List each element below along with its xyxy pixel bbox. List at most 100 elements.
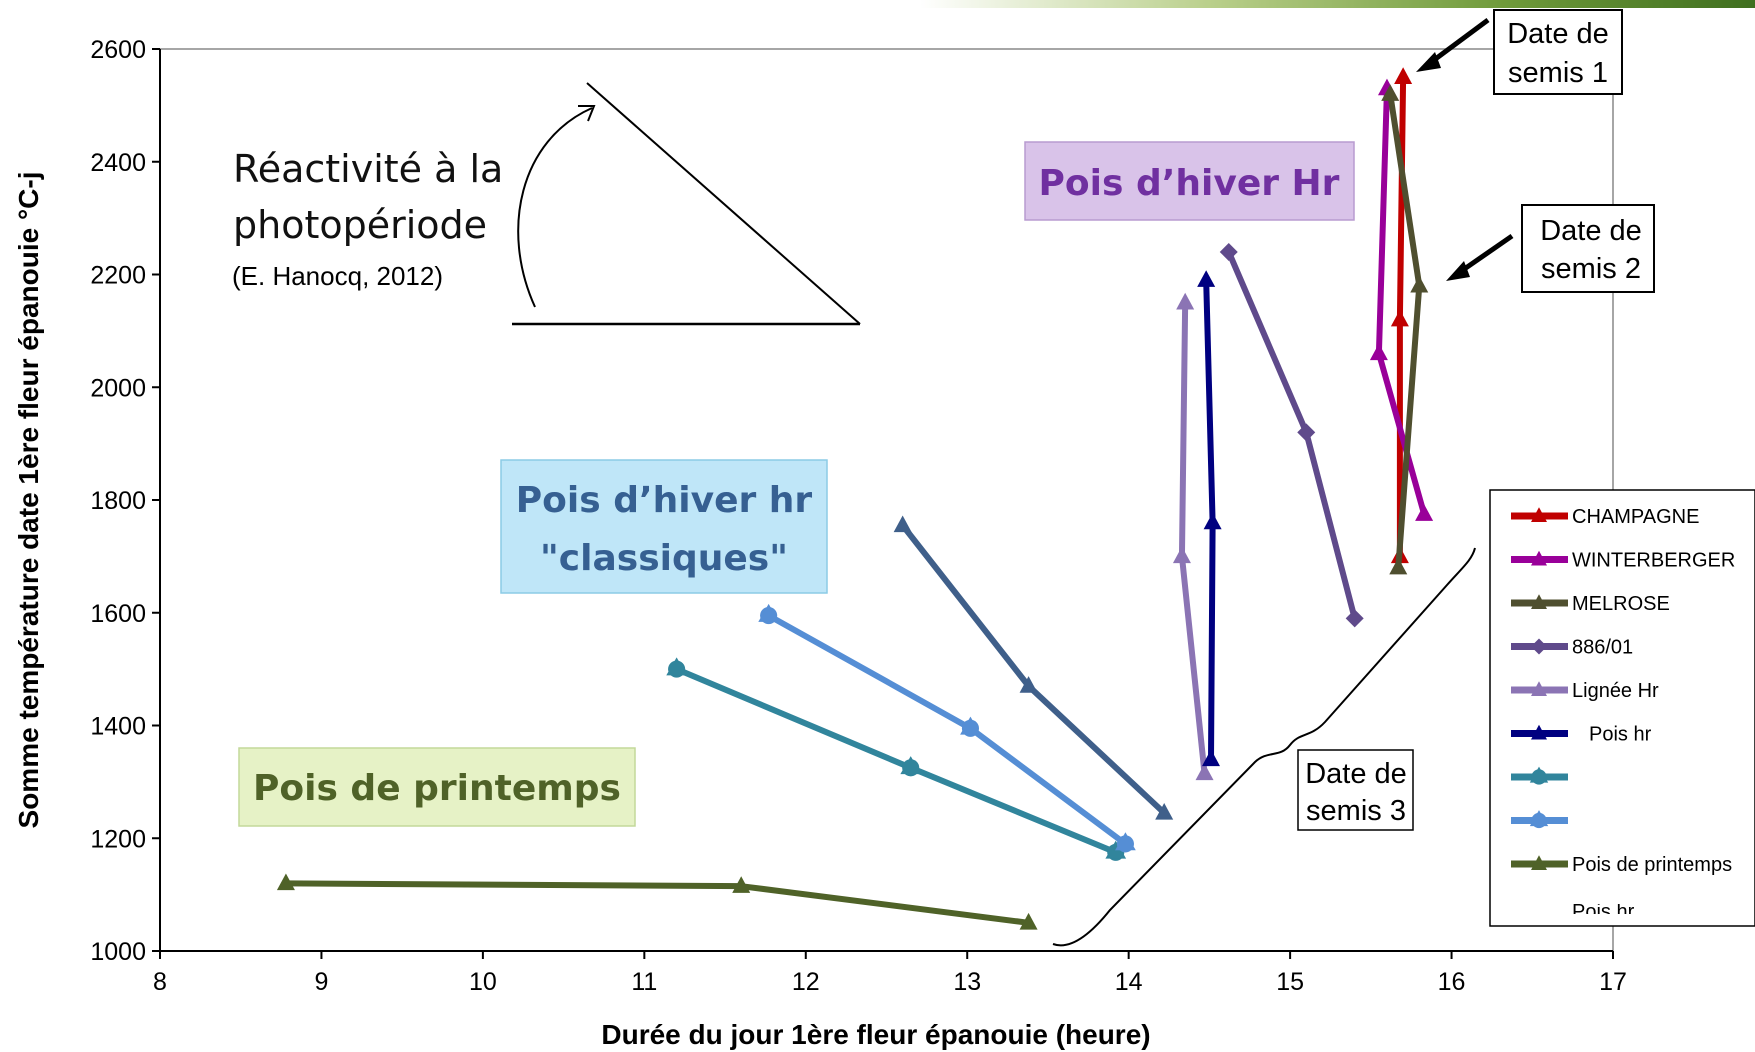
sowing-date-2: Date de semis 2 bbox=[1446, 204, 1655, 293]
data-point bbox=[276, 873, 295, 891]
data-point bbox=[732, 876, 751, 893]
legend-entry: WINTERBERGER bbox=[1511, 550, 1735, 572]
classic-label-line-1: Pois d’hiver hr bbox=[516, 480, 813, 521]
data-point bbox=[1531, 638, 1547, 655]
legend-label: MELROSE bbox=[1572, 593, 1670, 615]
data-point bbox=[1019, 676, 1038, 693]
series-4 bbox=[1172, 292, 1214, 781]
data-point bbox=[1531, 594, 1547, 609]
legend-entry: Lignée Hr bbox=[1511, 680, 1659, 702]
curved-arrow bbox=[517, 107, 593, 308]
data-point bbox=[1531, 724, 1547, 740]
y-tick-label: 1200 bbox=[90, 825, 146, 853]
curved-arrow-head bbox=[578, 105, 596, 122]
series-7 bbox=[758, 603, 1136, 853]
legend-entry: 886/01 bbox=[1511, 637, 1633, 659]
reactivity-annotation: Réactivité à la photopériode (E. Hanocq,… bbox=[232, 82, 861, 326]
classic-label-line-2: "classiques" bbox=[540, 538, 788, 579]
y-tick-label: 2000 bbox=[90, 374, 146, 402]
data-point-triangle bbox=[758, 603, 779, 622]
legend-label: Pois hr bbox=[1589, 724, 1652, 746]
data-point bbox=[1394, 67, 1413, 84]
x-tick-label: 13 bbox=[953, 968, 981, 996]
data-point-triangle bbox=[666, 657, 687, 676]
x-tick-label: 8 bbox=[153, 968, 167, 996]
data-point bbox=[1345, 609, 1364, 628]
triangle-hypotenuse bbox=[586, 82, 861, 325]
data-point bbox=[1381, 84, 1400, 101]
y-tick-label: 1800 bbox=[90, 487, 146, 515]
sowing-date-2-line-2: semis 2 bbox=[1541, 253, 1641, 285]
data-point bbox=[1415, 504, 1434, 521]
x-tick-label: 16 bbox=[1438, 968, 1466, 996]
legend-label: WINTERBERGER bbox=[1572, 550, 1735, 572]
data-point bbox=[1389, 557, 1408, 575]
sowing-date-3: Date de semis 3 bbox=[1052, 547, 1476, 947]
data-point bbox=[1531, 550, 1547, 566]
legend-label: Pois de printemps bbox=[1572, 854, 1732, 876]
legend-entry bbox=[1511, 810, 1568, 829]
data-point bbox=[1197, 270, 1216, 287]
sowing-date-3-box bbox=[1297, 749, 1414, 831]
data-point bbox=[893, 515, 912, 533]
series-2 bbox=[1381, 84, 1429, 575]
data-point bbox=[1019, 912, 1038, 930]
sowing-date-3-line-1: Date de bbox=[1305, 758, 1407, 790]
sowing-date-1-arrow bbox=[1428, 17, 1490, 66]
series-8 bbox=[893, 515, 1174, 820]
data-point bbox=[1531, 507, 1547, 522]
x-tick-label: 9 bbox=[314, 968, 328, 996]
data-point bbox=[1202, 749, 1221, 767]
reactivity-line-1: Réactivité à la bbox=[233, 147, 503, 191]
x-tick-label: 14 bbox=[1115, 968, 1143, 996]
x-tick-label: 11 bbox=[631, 968, 657, 996]
y-tick-label: 1400 bbox=[90, 713, 146, 741]
data-point bbox=[1531, 681, 1547, 696]
data-point bbox=[1369, 343, 1388, 361]
reactivity-reference: (E. Hanocq, 2012) bbox=[232, 261, 443, 291]
x-axis-ticks: 8 9 10 11 12 13 14 15 16 17 bbox=[153, 951, 1627, 996]
legend-label: CHAMPAGNE bbox=[1572, 506, 1699, 528]
x-axis-title: Durée du jour 1ère fleur épanouie (heure… bbox=[601, 1019, 1150, 1050]
y-tick-label: 2400 bbox=[90, 149, 146, 177]
sowing-date-1-box bbox=[1493, 9, 1623, 95]
y-axis-ticks: 1000 1200 1400 1600 1800 2000 2200 2400 2600 bbox=[90, 36, 160, 966]
spring-box: Pois de printemps bbox=[238, 747, 636, 827]
data-point bbox=[1390, 309, 1409, 327]
series-9 bbox=[276, 873, 1038, 930]
data-point bbox=[1531, 855, 1547, 870]
x-tick-label: 15 bbox=[1276, 968, 1304, 996]
series-group bbox=[276, 67, 1434, 930]
sowing-date-3-line-2: semis 3 bbox=[1306, 795, 1406, 827]
data-point-triangle bbox=[1115, 832, 1136, 851]
data-point bbox=[1155, 802, 1174, 820]
winter-hr-box: Pois d’hiver Hr bbox=[1024, 141, 1355, 221]
data-point bbox=[1195, 763, 1214, 781]
decorative-top-banner bbox=[920, 0, 1755, 8]
legend-cutoff-text: Pois hr bbox=[1572, 901, 1635, 923]
series-6 bbox=[666, 657, 1127, 861]
legend-entry: MELROSE bbox=[1511, 593, 1670, 615]
sowing-date-1: Date de semis 1 bbox=[1416, 9, 1623, 95]
data-point bbox=[1410, 275, 1429, 293]
y-tick-label: 1000 bbox=[90, 938, 146, 966]
spring-label: Pois de printemps bbox=[253, 768, 621, 809]
data-point-triangle bbox=[1529, 810, 1549, 827]
legend-entry: CHAMPAGNE bbox=[1511, 506, 1699, 528]
spring-box-bg bbox=[238, 747, 636, 827]
sowing-date-1-line-1: Date de bbox=[1507, 18, 1609, 50]
x-tick-label: 10 bbox=[469, 968, 497, 996]
y-axis-title: Somme température date 1ère fleur épanou… bbox=[13, 172, 44, 829]
sowing-date-1-arrowhead bbox=[1416, 52, 1441, 72]
data-point bbox=[1172, 546, 1191, 564]
classic-box-bg bbox=[500, 459, 828, 594]
sowing-date-1-line-2: semis 1 bbox=[1508, 57, 1608, 89]
legend-entry bbox=[1511, 766, 1568, 785]
legend-entry: Pois hr bbox=[1511, 724, 1652, 746]
legend: Pois hr CHAMPAGNE WINTERBERGER MELROSE 886/… bbox=[1489, 489, 1755, 927]
sowing-date-2-line-1: Date de bbox=[1540, 215, 1642, 247]
x-tick-label: 17 bbox=[1599, 968, 1627, 996]
winter-hr-label: Pois d’hiver Hr bbox=[1039, 163, 1340, 204]
